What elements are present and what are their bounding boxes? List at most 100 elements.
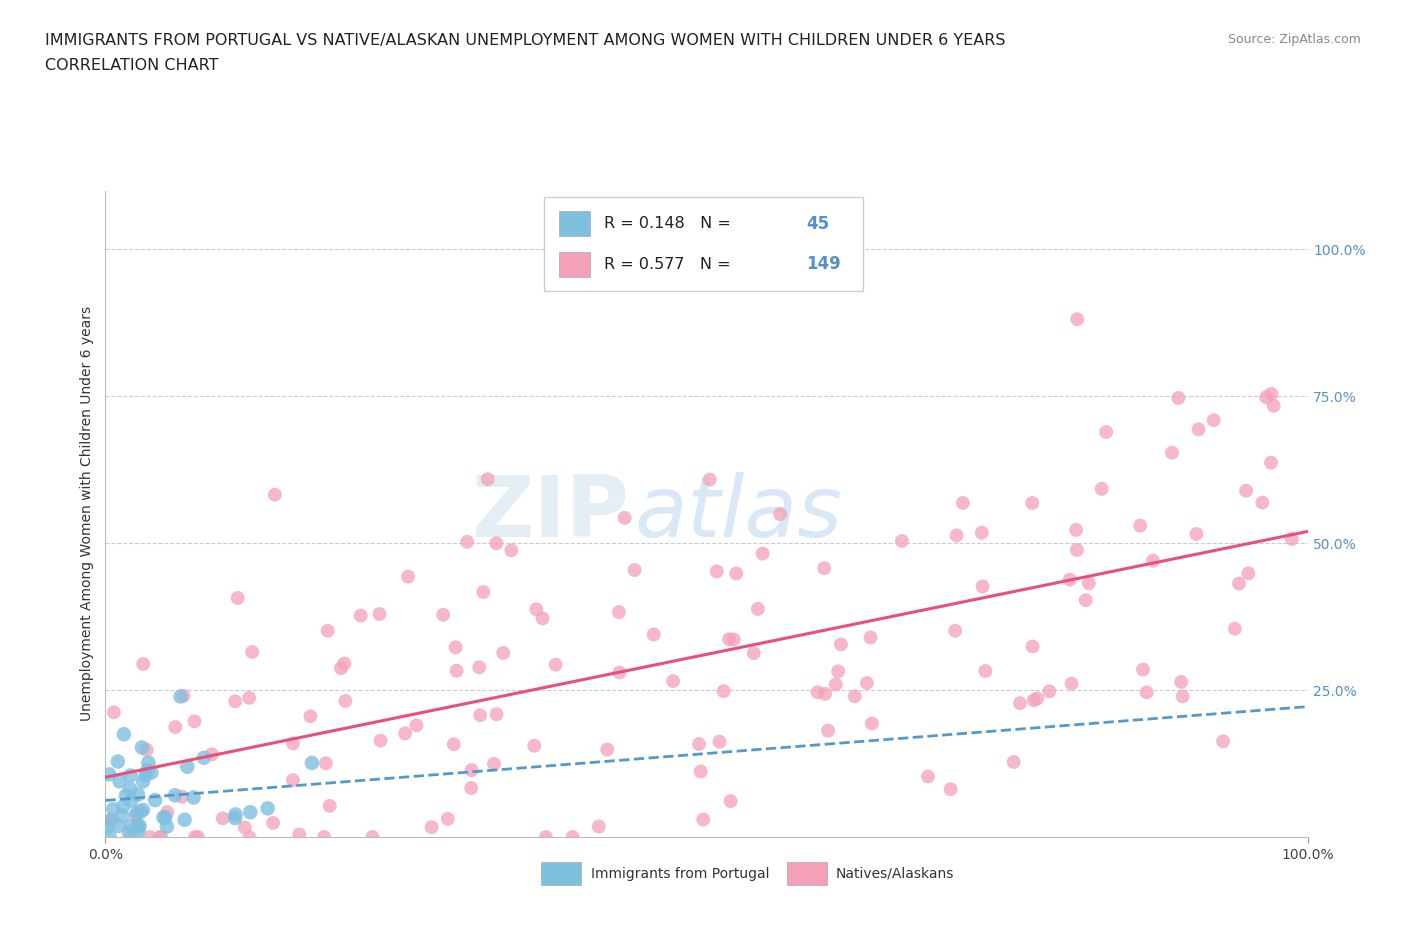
Point [128, 823, 150, 838]
Point [1237, 565, 1260, 580]
Point [152, 810, 174, 825]
Point [299, 709, 322, 724]
Point [1129, 518, 1152, 533]
Point [485, 707, 508, 722]
Point [132, 803, 155, 817]
Point [1185, 526, 1208, 541]
Point [98, 767, 121, 782]
Point [699, 472, 721, 487]
Point [860, 716, 883, 731]
Y-axis label: Unemployment Among Women with Children Under 6 years: Unemployment Among Women with Children U… [80, 306, 94, 722]
Point [107, 818, 129, 833]
Point [1002, 754, 1025, 769]
Point [939, 782, 962, 797]
Point [943, 623, 966, 638]
Text: R = 0.148   N =: R = 0.148 N = [605, 216, 737, 232]
Point [970, 525, 993, 540]
Point [1161, 445, 1184, 460]
Point [859, 630, 882, 644]
Point [561, 830, 583, 844]
Point [103, 705, 125, 720]
Point [1170, 674, 1192, 689]
Point [120, 768, 142, 783]
Point [141, 765, 163, 780]
Point [118, 825, 141, 840]
Point [127, 787, 149, 802]
Point [807, 684, 830, 699]
Point [972, 579, 994, 594]
Point [125, 805, 148, 820]
Point [165, 720, 187, 735]
Point [1202, 413, 1225, 428]
Text: Source: ZipAtlas.com: Source: ZipAtlas.com [1227, 33, 1361, 46]
Point [718, 631, 741, 646]
Point [456, 535, 478, 550]
Text: IMMIGRANTS FROM PORTUGAL VS NATIVE/ALASKAN UNEMPLOYMENT AMONG WOMEN WITH CHILDRE: IMMIGRANTS FROM PORTUGAL VS NATIVE/ALASK… [45, 33, 1005, 47]
Point [238, 830, 260, 844]
Point [96, 820, 118, 835]
Point [183, 790, 205, 805]
Point [193, 751, 215, 765]
Point [725, 566, 748, 581]
Point [1260, 387, 1282, 402]
Point [485, 536, 508, 551]
Point [176, 759, 198, 774]
Point [150, 830, 173, 844]
Point [1227, 577, 1250, 591]
Point [1038, 684, 1060, 698]
Point [974, 663, 997, 678]
Point [170, 790, 193, 804]
Point [1059, 572, 1081, 587]
Point [1021, 496, 1043, 511]
Point [135, 742, 157, 757]
Point [281, 736, 304, 751]
Point [405, 718, 427, 733]
Point [370, 733, 392, 748]
Point [524, 602, 547, 617]
Point [1212, 734, 1234, 749]
Point [368, 606, 391, 621]
Point [1074, 592, 1097, 607]
Point [111, 808, 134, 823]
Point [132, 774, 155, 789]
Text: CORRELATION CHART: CORRELATION CHART [45, 58, 218, 73]
Point [544, 658, 567, 672]
Point [132, 657, 155, 671]
Point [477, 472, 499, 486]
Point [169, 689, 191, 704]
Point [1167, 391, 1189, 405]
Point [263, 487, 285, 502]
Point [1260, 456, 1282, 471]
Point [288, 827, 311, 842]
Point [444, 640, 467, 655]
Text: Immigrants from Portugal: Immigrants from Portugal [591, 867, 769, 881]
Point [233, 820, 256, 835]
Point [350, 608, 373, 623]
Point [111, 799, 134, 814]
Point [1187, 422, 1209, 437]
Point [112, 726, 135, 741]
Point [523, 738, 546, 753]
Point [312, 830, 335, 844]
Point [101, 802, 124, 817]
Point [173, 688, 195, 703]
Point [125, 808, 148, 823]
Point [107, 754, 129, 769]
Point [173, 812, 195, 827]
Point [607, 604, 630, 619]
Point [1223, 621, 1246, 636]
Point [751, 546, 773, 561]
Point [890, 534, 912, 549]
Point [155, 810, 177, 825]
Point [315, 756, 337, 771]
Point [769, 507, 792, 522]
Point [316, 623, 339, 638]
Point [335, 694, 357, 709]
Point [240, 644, 263, 659]
Point [143, 792, 166, 807]
Point [156, 804, 179, 819]
Point [129, 804, 152, 819]
Point [613, 511, 636, 525]
Point [588, 819, 610, 834]
Point [813, 561, 835, 576]
